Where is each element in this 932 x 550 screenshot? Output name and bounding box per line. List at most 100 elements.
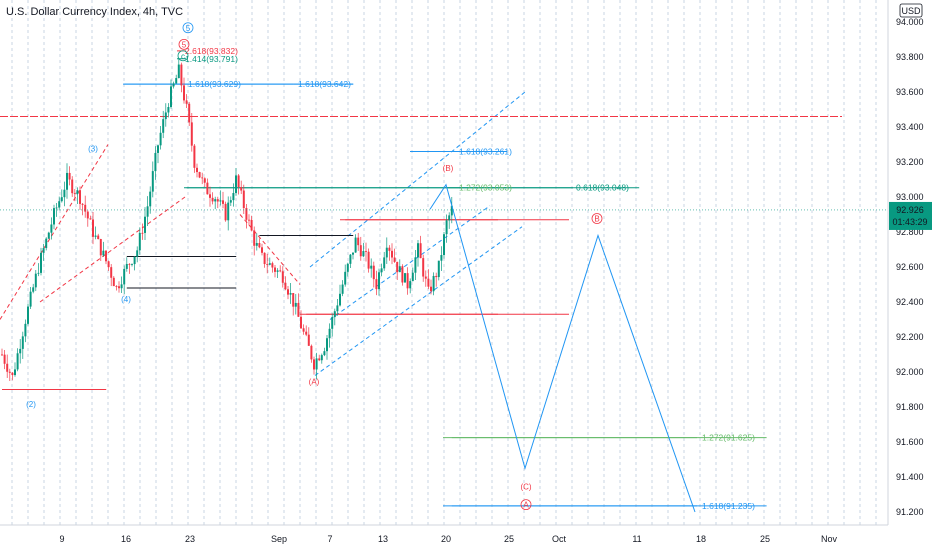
candle-body xyxy=(300,316,302,329)
candle-body xyxy=(406,273,409,289)
wave-label: (B) xyxy=(443,164,454,173)
candle-body xyxy=(422,258,425,277)
candle-body xyxy=(253,230,256,246)
candle-body xyxy=(367,251,370,269)
candle-body xyxy=(167,107,170,113)
candle-body xyxy=(170,86,172,108)
wave-label: (2) xyxy=(26,400,36,409)
candle-body xyxy=(34,273,37,288)
wave-label: (C) xyxy=(520,482,531,491)
candle-body xyxy=(211,197,214,202)
x-axis-ticks: 9 16 23 Sep 7 13 20 25 Oct 11 18 25 Nov xyxy=(59,534,837,544)
candle-body xyxy=(227,202,230,221)
candle-body xyxy=(14,369,16,376)
candles xyxy=(1,59,453,382)
candle-body xyxy=(196,167,198,173)
y-tick-label: 93.800 xyxy=(896,52,924,62)
candle-body xyxy=(188,103,191,123)
candle-body xyxy=(271,263,274,268)
y-tick-label: 91.400 xyxy=(896,472,924,482)
candle-body xyxy=(107,261,110,268)
x-tick-label: 23 xyxy=(185,534,195,544)
candle-body xyxy=(219,200,222,202)
candle-body xyxy=(159,132,162,146)
candle-body xyxy=(375,279,378,290)
x-tick-label: 25 xyxy=(760,534,770,544)
y-tick-label: 92.000 xyxy=(896,367,924,377)
candle-body xyxy=(66,172,68,190)
level-label: 1.618(93.629) xyxy=(188,79,241,89)
candle-body xyxy=(292,293,295,307)
y-axis-ticks: 91.200 91.400 91.600 91.800 92.000 92.200 92.4… xyxy=(896,17,924,517)
candle-body xyxy=(404,273,406,283)
y-tick-label: 93.600 xyxy=(896,87,924,97)
candle-body xyxy=(190,122,193,146)
candle-body xyxy=(198,172,201,178)
candle-body xyxy=(448,215,451,221)
candle-body xyxy=(1,354,3,356)
wave-labels: (2) (3) (4) 5 5 c (A) (B) (C) B A xyxy=(26,22,603,511)
candle-body xyxy=(255,243,258,246)
candle-body xyxy=(144,216,146,233)
candle-body xyxy=(242,190,245,209)
candle-body xyxy=(352,252,354,255)
candle-body xyxy=(372,265,375,280)
fib-levels xyxy=(0,83,842,507)
candle-body xyxy=(235,175,237,194)
fib-label-top: 1.414(93.791) xyxy=(185,54,238,64)
level-label: 1.272(93.053) xyxy=(459,183,512,193)
x-tick-label: 16 xyxy=(121,534,131,544)
candle-body xyxy=(385,247,388,258)
candle-body xyxy=(268,263,271,265)
candle-body xyxy=(29,291,32,307)
candle-body xyxy=(261,247,263,253)
candle-body xyxy=(250,219,253,231)
level-label: 1.618(91.235) xyxy=(702,501,755,511)
y-tick-label: 91.800 xyxy=(896,402,924,412)
candle-body xyxy=(128,263,131,265)
candle-body xyxy=(97,235,100,240)
x-tick-label: 9 xyxy=(59,534,64,544)
candle-body xyxy=(380,268,383,273)
candle-body xyxy=(133,256,136,265)
candle-body xyxy=(284,282,287,290)
candle-body xyxy=(27,306,29,324)
candle-body xyxy=(333,311,336,318)
candle-body xyxy=(185,100,188,104)
candle-body xyxy=(326,338,328,352)
red-channel-upper xyxy=(0,144,109,320)
candle-body xyxy=(274,267,276,272)
candle-body xyxy=(365,251,367,252)
candle-body xyxy=(281,271,284,283)
candle-body xyxy=(357,237,360,246)
candle-body xyxy=(315,358,318,370)
candle-body xyxy=(162,119,165,133)
candle-body xyxy=(102,250,105,256)
candle-body xyxy=(307,334,310,346)
candle-body xyxy=(76,190,79,194)
level-label: 1.272(91.625) xyxy=(702,433,755,443)
y-tick-label: 92.600 xyxy=(896,262,924,272)
candle-body xyxy=(112,277,115,287)
wave-circle xyxy=(591,213,603,224)
wave-label: A xyxy=(523,501,529,510)
blue-channel-upper xyxy=(309,91,526,268)
candle-body xyxy=(411,272,414,282)
wave-label: 5 xyxy=(182,40,187,49)
candle-body xyxy=(24,323,27,337)
candle-body xyxy=(110,267,113,278)
candle-body xyxy=(180,64,183,86)
red-channel-short xyxy=(239,214,301,285)
candle-body xyxy=(263,252,266,265)
x-tick-label: 13 xyxy=(378,534,388,544)
y-tick-label: 93.000 xyxy=(896,192,924,202)
fib-label-top: 2.618(93.832) xyxy=(185,46,238,56)
candle-body xyxy=(172,83,175,87)
candle-body xyxy=(445,220,448,235)
candle-body xyxy=(417,243,419,258)
candle-body xyxy=(157,145,159,153)
candle-body xyxy=(3,354,6,364)
candle-body xyxy=(154,152,157,172)
candle-body xyxy=(396,261,399,273)
